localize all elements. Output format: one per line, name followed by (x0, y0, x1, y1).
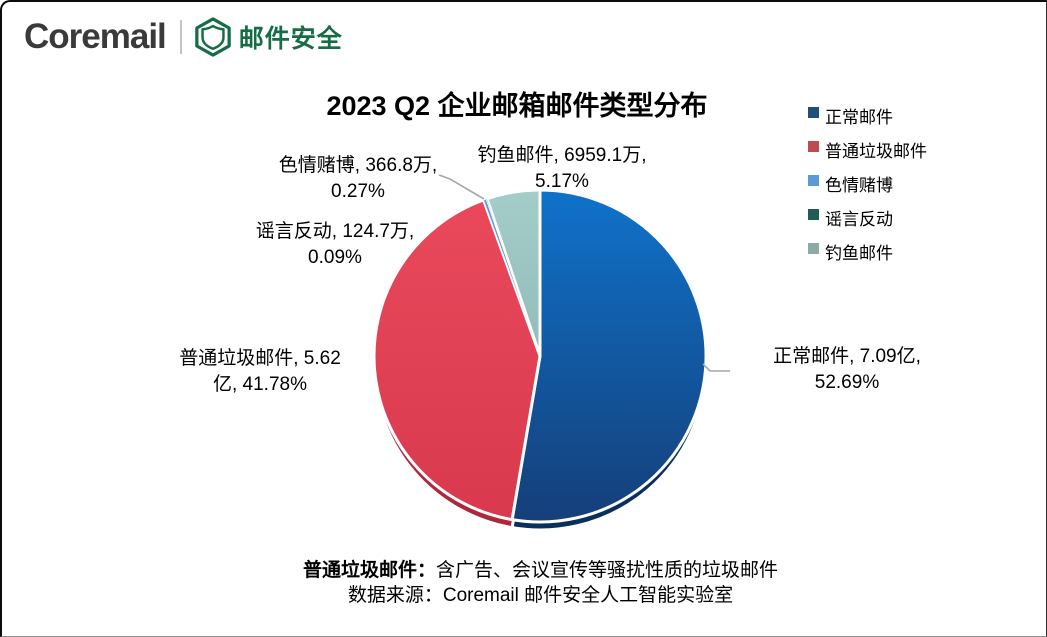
callout-spam-line1: 普通垃圾邮件, 5.62 (179, 348, 341, 369)
brand-wordmark: Coremail (24, 17, 167, 56)
data-source: 数据来源：Coremail 邮件安全人工智能实验室 (347, 585, 734, 607)
footnote: 普通垃圾邮件：含广告、会议宣传等骚扰性质的垃圾邮件 数据来源：Coremail … (35, 558, 1046, 608)
legend-swatch-fishing (808, 243, 819, 254)
callout-normal-line2: 52.69% (814, 372, 880, 394)
legend-swatch-rumor (808, 209, 819, 220)
footnote-term: 普通垃圾邮件： (302, 560, 436, 581)
legend-swatch-sexgamble (808, 175, 819, 186)
leader-line-sexgamble (438, 174, 485, 200)
callout-rumor-line1: 谣言反动, 124.7万, (255, 221, 415, 242)
legend-label-sexgamble: 色情赌博 (825, 176, 893, 195)
callout-sexgamble: 色情赌博, 366.8万, 0.27% (279, 153, 437, 205)
callout-rumor: 谣言反动, 124.7万, 0.09% (256, 219, 414, 271)
chart-title: 2023 Q2 企业邮箱邮件类型分布 (326, 91, 708, 121)
legend-item-normal: 正常邮件 (808, 103, 927, 127)
legend-swatch-normal (808, 107, 819, 118)
product-wordmark: 邮件安全 (238, 25, 343, 53)
logo-divider (179, 20, 182, 54)
pie-slice-normal (510, 188, 708, 524)
callout-sexgamble-line1: 色情赌博, 366.8万, (278, 155, 438, 176)
footnote-text: 含广告、会议宣传等骚扰性质的垃圾邮件 (436, 560, 779, 581)
legend-item-fishing: 钓鱼邮件 (808, 239, 927, 263)
callout-rumor-line2: 0.09% (308, 247, 362, 269)
callout-spam-line2: 亿, 41.78% (212, 374, 307, 396)
footnote-line1: 普通垃圾邮件：含广告、会议宣传等骚扰性质的垃圾邮件 (35, 558, 1046, 583)
pie-slice-spam (372, 198, 542, 522)
legend-label-rumor: 谣言反动 (825, 210, 893, 229)
legend-swatch-spam (808, 141, 819, 152)
legend-label-normal: 正常邮件 (825, 108, 893, 127)
callout-spam: 普通垃圾邮件, 5.62 亿, 41.78% (179, 346, 341, 398)
callout-fishing-line2: 5.17% (535, 171, 589, 193)
legend-label-spam: 普通垃圾邮件 (825, 142, 927, 161)
callout-fishing-line1: 钓鱼邮件, 6959.1万, (477, 145, 647, 166)
legend-label-fishing: 钓鱼邮件 (825, 244, 893, 263)
shield-icon (195, 17, 231, 57)
chart-legend: 正常邮件普通垃圾邮件 色情赌博谣言反动钓鱼邮件 (808, 103, 927, 273)
legend-item-sexgamble: 色情赌博 (808, 171, 927, 195)
callout-fishing: 钓鱼邮件, 6959.1万, 5.17% (478, 143, 647, 195)
callout-normal: 正常邮件, 7.09亿, 52.69% (773, 344, 921, 396)
coremail-logo: Coremail 邮件安全 (24, 14, 343, 60)
pie-slice-rumor (485, 198, 541, 357)
legend-item-spam: 普通垃圾邮件 (808, 137, 927, 161)
legend-item-rumor: 谣言反动 (808, 205, 927, 229)
callout-normal-line1: 正常邮件, 7.09亿, (773, 346, 921, 367)
leader-line-normal (702, 363, 730, 372)
callout-sexgamble-line2: 0.27% (331, 181, 385, 203)
